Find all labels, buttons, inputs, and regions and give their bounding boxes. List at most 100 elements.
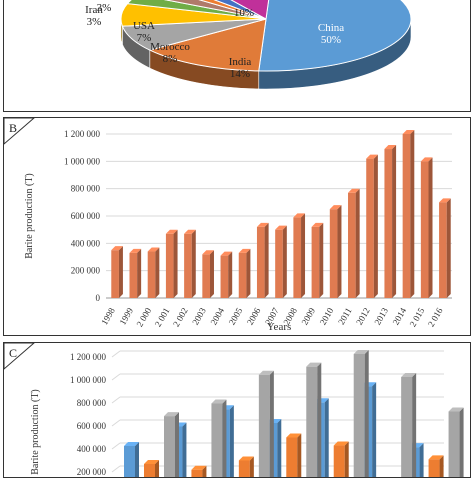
gridline-diag — [111, 373, 121, 381]
bar-mark — [306, 362, 322, 477]
y-tick-label: 0 — [96, 293, 101, 303]
x-tick-label: 2011 — [336, 306, 353, 326]
bar-mark — [428, 455, 444, 477]
x-tick-label: 2009 — [299, 306, 317, 327]
panel-label: B — [9, 121, 17, 135]
pie-slice — [230, 0, 270, 20]
pie-label: Iran — [85, 4, 103, 16]
bar-mark — [353, 350, 369, 477]
bar-mark — [286, 433, 302, 477]
bar-mark — [311, 222, 324, 298]
x-tick-label: 2010 — [318, 306, 336, 327]
pie-label: India — [229, 56, 252, 68]
pie-slice — [163, 0, 267, 20]
bar-mark — [448, 407, 464, 477]
bar-mark — [402, 130, 415, 298]
y-tick-label: 800 000 — [77, 398, 107, 408]
y-tick-label: 400 000 — [77, 444, 107, 454]
bar-chart-panel-b: B 0 200 000 400 000 600 000 800 000 1 000 000 1… — [3, 117, 471, 336]
bar-mark — [164, 412, 179, 477]
bar-mark — [366, 154, 378, 298]
panel-tag — [4, 343, 35, 370]
bar-mark — [238, 248, 251, 298]
bar-mark — [329, 205, 342, 298]
pie-value-label: 8% — [163, 53, 178, 65]
y-axis-label: Barite production (T) — [24, 173, 35, 259]
y-axis-label: Barite production (T) — [30, 389, 41, 475]
y-tick-label: 800 000 — [71, 184, 101, 194]
x-tick-label: 2012 — [354, 306, 372, 327]
bar-mark — [220, 251, 233, 298]
pie-value-label: 7% — [137, 32, 152, 44]
bar-mark — [111, 246, 123, 298]
y-tick-label: 600 000 — [77, 421, 107, 431]
bar-mark — [147, 247, 160, 298]
bar-mark — [211, 399, 227, 477]
x-tick-label: 2003 — [190, 306, 208, 327]
pie-value-label: 50% — [321, 34, 341, 46]
gridline-diag — [111, 419, 121, 427]
pie-slice — [126, 0, 267, 20]
pie-slice — [258, 0, 412, 72]
y-tick-label: 600 000 — [71, 211, 101, 221]
y-tick-label: 1 200 000 — [70, 352, 107, 362]
x-tick-label: 2005 — [227, 306, 245, 327]
pie-slice — [213, 0, 267, 20]
y-tick-label: 1 000 000 — [70, 375, 107, 385]
x-tick-label: 2 015 — [408, 306, 427, 329]
bar-mark — [258, 370, 274, 477]
pie-value-label: 10% — [234, 7, 254, 19]
bar-mark — [144, 459, 159, 477]
bar-mark — [191, 465, 207, 477]
pie-label: Morocco — [150, 41, 190, 53]
bar-mark — [184, 229, 196, 298]
x-tick-label: 2006 — [245, 306, 263, 327]
pie-value-label: 3% — [97, 2, 112, 14]
panel-tag — [4, 118, 35, 145]
pie-value-label: 14% — [230, 68, 250, 80]
bar-mark — [348, 188, 360, 298]
pie-slice — [148, 18, 267, 72]
bar-mark — [275, 225, 287, 298]
bar-mark — [124, 442, 139, 477]
bar-mark — [420, 157, 433, 298]
gridline-diag — [111, 465, 121, 473]
pie-slice — [198, 0, 267, 20]
bar-mark — [333, 441, 349, 477]
x-tick-label: 1999 — [117, 306, 135, 327]
bar-mark — [439, 198, 451, 298]
bar-mark — [384, 145, 397, 298]
x-tick-label: 2013 — [372, 306, 390, 327]
bar-mark — [401, 373, 417, 477]
panel-label: C — [9, 346, 17, 360]
pie-label: China — [318, 22, 344, 34]
bar-mark — [238, 456, 254, 477]
y-tick-label: 1 200 000 — [64, 129, 101, 139]
x-tick-label: 2004 — [208, 306, 226, 327]
x-tick-label: 2 001 — [153, 306, 172, 329]
bar-mark — [165, 229, 178, 298]
y-tick-label: 200 000 — [77, 467, 107, 477]
x-tick-label: 1998 — [99, 306, 117, 327]
pie-chart-panel: China 50% India 14% Morocco 8% USA 7% Iran 3% 3% 10… — [3, 0, 471, 112]
y-tick-label: 400 000 — [71, 238, 101, 248]
gridline-diag — [111, 350, 121, 358]
y-tick-label: 1 000 000 — [64, 156, 101, 166]
gridline-diag — [111, 396, 121, 404]
bar-mark — [293, 213, 306, 298]
x-tick-label: 2 016 — [426, 306, 445, 329]
x-axis-label: Years — [267, 321, 292, 333]
pie-value-label: 3% — [87, 16, 102, 28]
pie-label: USA — [133, 20, 155, 32]
x-tick-label: 2 002 — [171, 306, 190, 329]
bar-chart-b: B 0 200 000 400 000 600 000 800 000 1 000 000 1… — [4, 118, 452, 333]
x-tick-label: 2014 — [391, 306, 409, 327]
bar-mark — [202, 250, 214, 298]
x-tick-label: 2 000 — [134, 306, 153, 329]
y-tick-label: 200 000 — [71, 266, 101, 276]
bar-mark — [129, 248, 142, 298]
bar-mark — [256, 222, 269, 298]
gridline-diag — [111, 442, 121, 450]
